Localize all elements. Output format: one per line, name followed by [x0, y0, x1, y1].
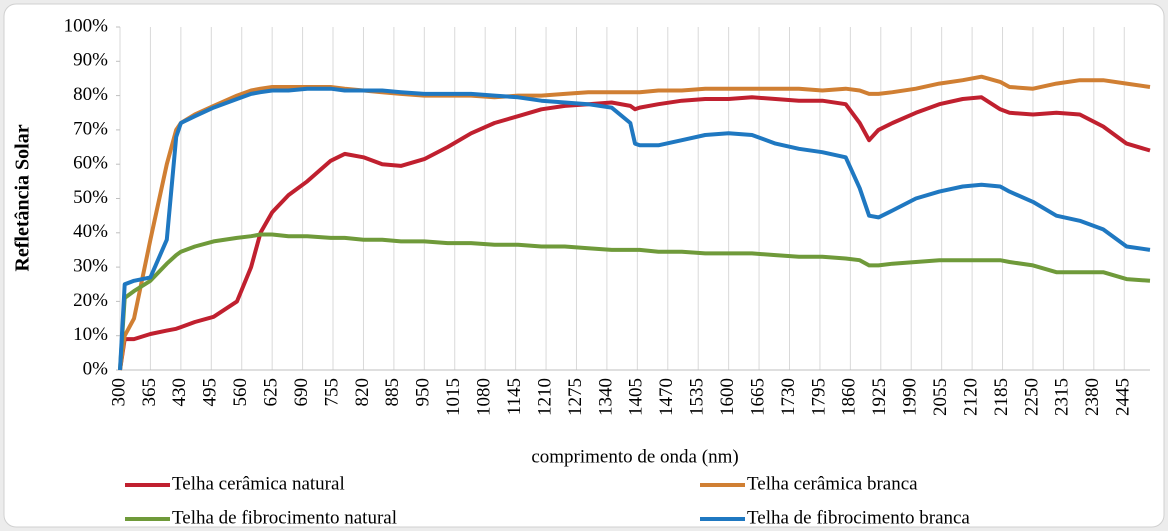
- x-tick-label: 1795: [808, 378, 829, 416]
- x-tick-label: 1210: [534, 378, 555, 416]
- x-tick-label: 365: [139, 378, 160, 407]
- x-tick-label: 1470: [656, 378, 677, 416]
- y-tick-label: 100%: [64, 15, 109, 36]
- x-tick-label: 1860: [839, 378, 860, 416]
- x-tick-label: 1405: [626, 378, 647, 416]
- x-tick-label: 1600: [717, 378, 738, 416]
- y-tick-label: 30%: [73, 255, 108, 276]
- y-tick-label: 50%: [73, 187, 108, 208]
- x-tick-label: 885: [382, 378, 403, 407]
- x-tick-label: 1730: [778, 378, 799, 416]
- x-tick-label: 495: [200, 378, 221, 407]
- x-tick-label: 560: [230, 378, 251, 407]
- x-tick-label: 2445: [1113, 378, 1134, 416]
- x-tick-label: 1990: [900, 378, 921, 416]
- x-axis-label: comprimento de onda (nm): [531, 446, 738, 467]
- y-tick-label: 40%: [73, 221, 108, 242]
- x-tick-label: 820: [352, 378, 373, 407]
- y-tick-label: 90%: [73, 50, 108, 71]
- data-line: [118, 86, 1151, 371]
- legend-label: Telha de fibrocimento natural: [172, 507, 397, 528]
- x-tick-label: 1925: [869, 378, 890, 416]
- x-tick-label: 2120: [960, 378, 981, 416]
- y-tick-label: 70%: [73, 118, 108, 139]
- x-tick-label: 1015: [443, 378, 464, 416]
- x-tick-label: 2185: [991, 378, 1012, 416]
- x-tick-label: 625: [261, 378, 282, 407]
- x-tick-label: 2315: [1052, 378, 1073, 416]
- data-line: [118, 74, 1151, 371]
- x-tick-label: 1275: [565, 378, 586, 416]
- x-tick-label: 1665: [747, 378, 768, 416]
- x-tick-label: 430: [169, 378, 190, 407]
- y-tick-label: 80%: [73, 84, 108, 105]
- x-tick-label: 1535: [687, 378, 708, 416]
- legend-label: Telha cerâmica branca: [747, 473, 918, 494]
- y-tick-label: 10%: [73, 324, 108, 345]
- x-tick-label: 2055: [930, 378, 951, 416]
- y-axis-label: Refletância Solar: [12, 124, 34, 271]
- x-tick-label: 755: [321, 378, 342, 407]
- x-tick-label: 1340: [595, 378, 616, 416]
- x-tick-label: 1145: [504, 378, 525, 415]
- y-tick-label: 0%: [83, 358, 109, 379]
- data-line: [118, 95, 1151, 371]
- x-tick-label: 2250: [1021, 378, 1042, 416]
- x-tick-label: 690: [291, 378, 312, 407]
- x-tick-label: 300: [108, 378, 129, 407]
- y-tick-label: 20%: [73, 290, 108, 311]
- x-tick-label: 950: [413, 378, 434, 407]
- x-tick-label: 1080: [474, 378, 495, 416]
- legend-label: Telha cerâmica natural: [172, 473, 345, 494]
- y-tick-label: 60%: [73, 153, 108, 174]
- x-tick-label: 2380: [1082, 378, 1103, 416]
- data-line: [118, 232, 1151, 371]
- legend-label: Telha de fibrocimento branca: [747, 507, 970, 528]
